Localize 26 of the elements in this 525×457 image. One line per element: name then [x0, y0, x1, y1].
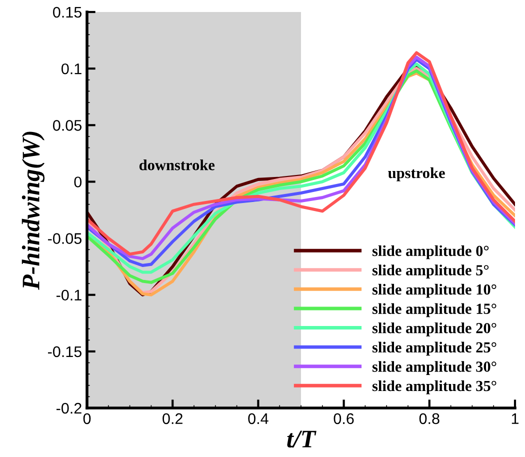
legend-label: slide amplitude 25°: [372, 342, 496, 356]
y-tick-label: -0.05: [48, 233, 82, 244]
x-tick-label: 0.6: [334, 413, 354, 424]
y-tick-label: 0: [74, 176, 82, 188]
legend-label: slide amplitude 10°: [372, 284, 496, 298]
legend-label: slide amplitude 20°: [372, 322, 496, 336]
y-tick-label: 0.05: [53, 120, 82, 131]
y-tick-label: -0.1: [56, 290, 82, 301]
x-tick-label: 0.2: [162, 413, 182, 424]
x-axis-title: t/T: [287, 430, 316, 448]
x-tick-label: 0: [83, 413, 91, 424]
legend-label: slide amplitude 0°: [372, 245, 489, 260]
x-tick-label: 1: [512, 413, 519, 424]
legend-label: slide amplitude 35°: [372, 380, 496, 394]
y-tick-label: 0.1: [62, 63, 82, 74]
legend-label: slide amplitude 15°: [372, 303, 496, 318]
legend-label: slide amplitude 30°: [372, 361, 496, 375]
y-axis-title: P-hindwing(W): [22, 132, 45, 290]
band-label: downstroke: [139, 160, 215, 170]
annotation: upstroke: [388, 167, 445, 182]
y-tick-label: -0.15: [48, 346, 82, 358]
y-tick-label: 0.15: [53, 6, 82, 18]
y-tick-label: -0.2: [56, 402, 82, 414]
x-tick-label: 0.8: [419, 413, 440, 424]
x-tick-label: 0.4: [248, 413, 268, 424]
legend-label: slide amplitude 5°: [372, 264, 489, 278]
